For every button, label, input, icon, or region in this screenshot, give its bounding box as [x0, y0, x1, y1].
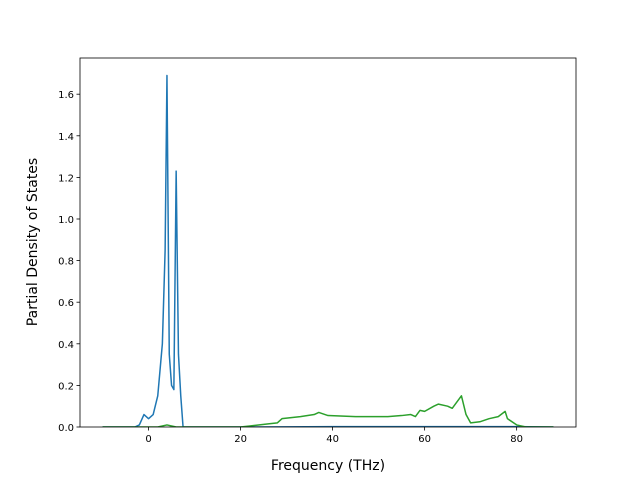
x-axis-label: Frequency (THz) — [271, 458, 385, 474]
y-tick-label: 1.2 — [58, 173, 74, 184]
y-tick-label: 1.0 — [58, 215, 74, 226]
y-tick-label: 0.2 — [58, 381, 74, 392]
x-tick-label: 20 — [234, 434, 247, 445]
y-axis-label: Partial Density of States — [25, 158, 41, 326]
x-tick-label: 40 — [326, 434, 339, 445]
x-tick-label: 80 — [510, 434, 523, 445]
y-tick-label: 0.0 — [58, 423, 74, 434]
y-tick-label: 1.6 — [58, 90, 74, 101]
x-tick-label: 60 — [418, 434, 431, 445]
y-tick-label: 1.4 — [58, 132, 74, 143]
y-tick-label: 0.8 — [58, 257, 74, 268]
series-line — [102, 74, 554, 427]
y-tick-label: 0.6 — [58, 298, 74, 309]
x-tick-label: 0 — [145, 434, 151, 445]
series-line — [102, 395, 554, 427]
y-tick-label: 0.4 — [58, 340, 74, 351]
plot-frame — [79, 57, 577, 428]
